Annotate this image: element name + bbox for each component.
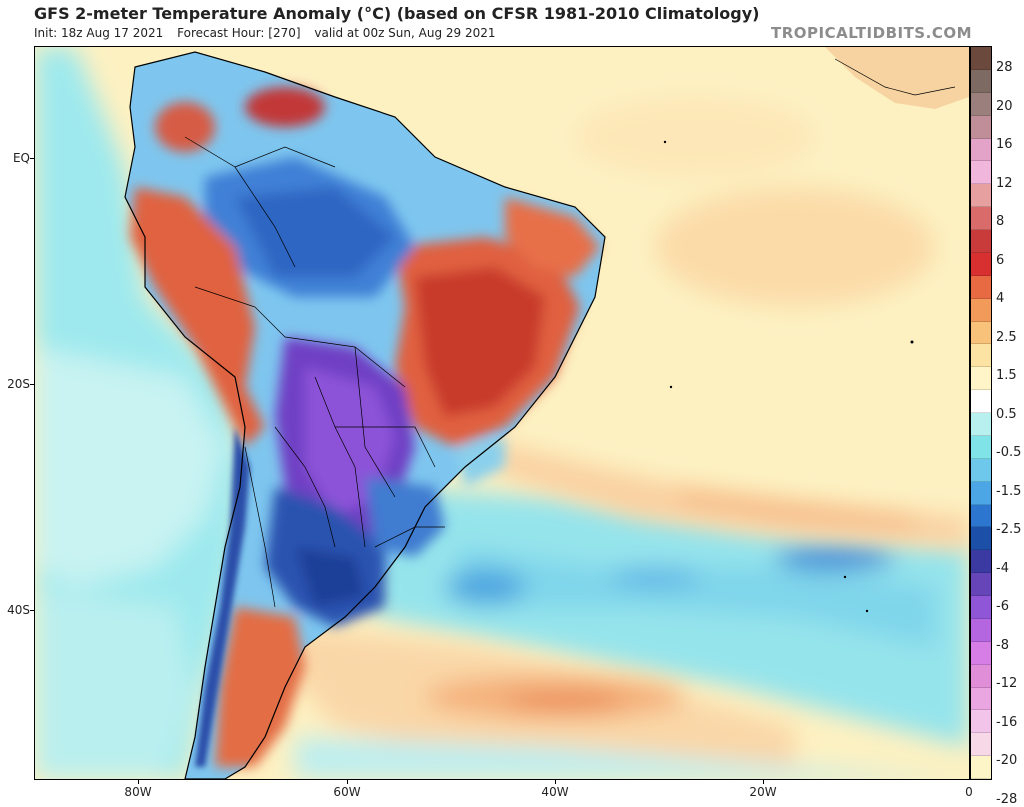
colorbar-label: -16: [996, 714, 1018, 730]
southern-warm-band: [285, 627, 969, 779]
colorbar-swatch: [971, 481, 991, 505]
lon-tick: [555, 780, 556, 784]
colorbar-swatch: [971, 413, 991, 436]
lon-tick: [347, 780, 348, 784]
colorbar-swatch: [971, 367, 991, 391]
init-time: Init: 18z Aug 17 2021: [34, 26, 164, 40]
lon-label-40w: 40W: [541, 785, 569, 799]
colorbar-swatch: [971, 138, 991, 162]
colorbar-swatch: [971, 207, 991, 230]
colorbar-swatch: [971, 687, 991, 711]
colorbar-swatch: [971, 47, 991, 70]
africa-landmass: [825, 47, 969, 109]
colorbar: [970, 46, 992, 780]
colorbar-label: 20: [996, 98, 1013, 114]
colorbar-label: -4: [996, 560, 1009, 576]
colorbar-label: -20: [996, 753, 1018, 768]
colorbar-swatch: [971, 504, 991, 528]
pacific-anomaly: [35, 47, 245, 779]
lat-label-40s: 40S: [7, 603, 30, 617]
colorbar-swatch: [971, 573, 991, 596]
colorbar-swatch: [971, 115, 991, 139]
colorbar-label: -28: [996, 791, 1018, 807]
colorbar-swatch: [971, 710, 991, 734]
colorbar-label: 6: [996, 252, 1005, 268]
colorbar-swatch: [971, 596, 991, 619]
land-anomalies: [130, 87, 600, 767]
colorbar-swatch: [971, 756, 991, 779]
colorbar-swatch: [971, 321, 991, 345]
colorbar-label: 8: [996, 214, 1005, 229]
brand-watermark: TROPICALTIDBITS.COM: [771, 24, 972, 42]
colorbar-swatch: [971, 664, 991, 688]
chart-title: GFS 2-meter Temperature Anomaly (°C) (ba…: [34, 4, 760, 23]
colorbar-label: -8: [996, 637, 1009, 653]
colorbar-swatch: [971, 344, 991, 368]
colorbar-label: 1.5: [996, 368, 1017, 383]
lon-label-0: 0: [965, 785, 973, 799]
colorbar-label: -12: [996, 676, 1018, 691]
colorbar-swatch: [971, 641, 991, 665]
colorbar-swatch: [971, 92, 991, 116]
valid-time: valid at 00z Sun, Aug 29 2021: [314, 26, 496, 40]
colorbar-label: -1.5: [996, 483, 1022, 499]
colorbar-swatch: [971, 390, 991, 413]
colorbar-label: 16: [996, 137, 1013, 152]
lat-label-20s: 20S: [7, 377, 30, 391]
colorbar-label: 0.5: [996, 406, 1017, 422]
chile-coast-cold: [195, 427, 250, 767]
lat-tick: [30, 158, 34, 159]
colorbar-swatch: [971, 69, 991, 93]
colorbar-label: 12: [996, 175, 1013, 191]
colorbar-swatch: [971, 298, 991, 322]
lat-label-eq: EQ: [12, 151, 30, 165]
colorbar-swatch: [971, 275, 991, 299]
colorbar-label: 28: [996, 60, 1013, 75]
small-islands: [663, 140, 914, 613]
anomaly-map: [34, 46, 970, 780]
colorbar-label: 4: [996, 291, 1005, 306]
colorbar-swatch: [971, 550, 991, 574]
country-borders: [184, 136, 445, 608]
lat-tick: [30, 610, 34, 611]
lon-tick: [763, 780, 764, 784]
lon-label-80w: 80W: [124, 785, 152, 799]
forecast-hour: Forecast Hour: [270]: [177, 26, 301, 40]
colorbar-swatch: [971, 230, 991, 253]
coastline: [124, 51, 606, 779]
lon-label-20w: 20W: [749, 785, 777, 799]
colorbar-label: -6: [996, 599, 1009, 614]
atlantic-warm-band: [475, 437, 969, 547]
colorbar-swatch: [971, 733, 991, 757]
lat-tick: [30, 384, 34, 385]
colorbar-swatch: [971, 458, 991, 482]
colorbar-swatch: [971, 527, 991, 551]
colorbar-swatch: [971, 161, 991, 185]
colorbar-label: -0.5: [996, 445, 1022, 460]
south-atlantic-cool: [365, 487, 969, 747]
lon-tick: [138, 780, 139, 784]
colorbar-swatch: [971, 618, 991, 642]
colorbar-label: 2.5: [996, 329, 1017, 345]
colorbar-swatch: [971, 435, 991, 459]
colorbar-swatch: [971, 252, 991, 276]
colorbar-swatch: [971, 184, 991, 208]
colorbar-label: -2.5: [996, 522, 1022, 537]
north-atlantic-warm: [575, 97, 935, 307]
chart-subtitle: Init: 18z Aug 17 2021 Forecast Hour: [27…: [34, 26, 506, 40]
lon-label-60w: 60W: [333, 785, 361, 799]
